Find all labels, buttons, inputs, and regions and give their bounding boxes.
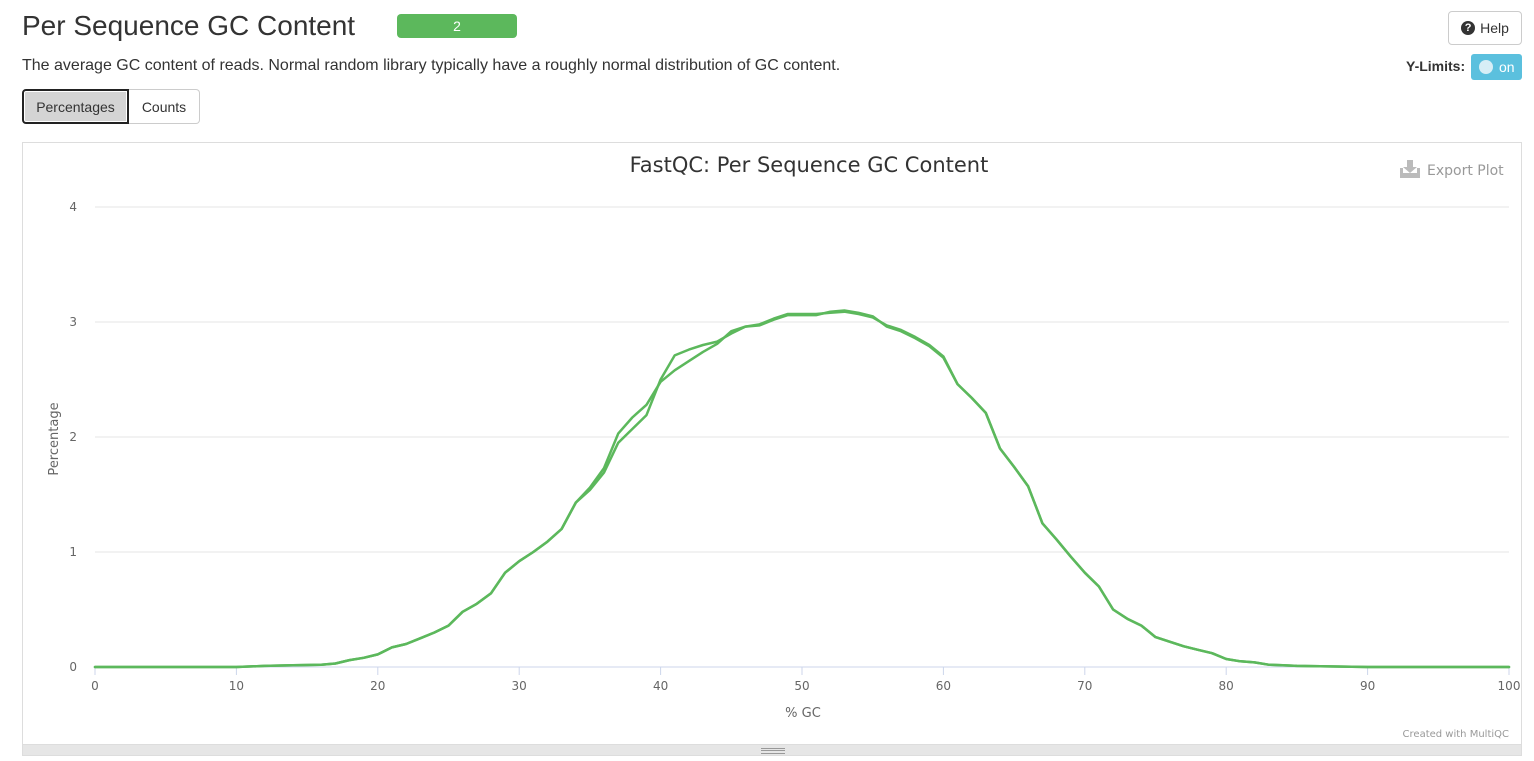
ylimits-state: on [1499,59,1515,75]
x-tick-label: 50 [794,679,809,693]
multiqc-credit[interactable]: Created with MultiQC [1403,729,1509,740]
x-tick-label: 70 [1077,679,1092,693]
x-tick-label: 60 [936,679,951,693]
y-tick-label: 1 [69,545,77,559]
gc-content-chart: FastQC: Per Sequence GC Content Export P… [47,153,1520,740]
toggle-knob-icon [1479,60,1493,74]
status-badge[interactable]: 2 [397,14,517,38]
page-title: Per Sequence GC Content [22,10,356,41]
plot-container: FastQC: Per Sequence GC Content Export P… [22,142,1522,756]
x-tick-label: 10 [229,679,244,693]
series-lines [93,309,1511,669]
grip-icon [761,748,785,754]
ylimits-label: Y-Limits: [1406,58,1466,74]
x-tick-label: 90 [1360,679,1375,693]
tab-counts[interactable]: Counts [129,89,200,124]
section-description: The average GC content of reads. Normal … [22,57,841,74]
y-axis-label: Percentage [47,402,62,475]
export-plot-label: Export Plot [1427,163,1504,179]
chart-title: FastQC: Per Sequence GC Content [630,153,989,177]
y-tick-label: 2 [69,430,77,444]
data-toggle-group: Percentages Counts [22,89,200,124]
x-axis-ticks: 0 10 20 30 40 50 60 70 80 90 100 [91,667,1520,693]
y-axis-ticks: 0 1 2 3 4 [69,200,77,674]
help-button[interactable]: ? Help [1448,11,1522,45]
question-circle-icon: ? [1461,21,1476,35]
y-tick-label: 0 [69,660,77,674]
x-tick-label: 30 [512,679,527,693]
help-label: Help [1480,20,1509,36]
series-line-2 [93,309,1511,669]
plot-resize-handle[interactable] [22,744,1522,756]
x-tick-label: 0 [91,679,99,693]
x-tick-label: 20 [370,679,385,693]
export-plot-button[interactable]: Export Plot [1400,160,1504,179]
y-tick-label: 4 [69,200,77,214]
x-tick-label: 40 [653,679,668,693]
download-icon [1400,160,1420,178]
ylimits-toggle[interactable]: on [1471,54,1522,80]
x-tick-label: 80 [1219,679,1234,693]
x-axis-label: % GC [785,706,821,721]
series-line-1 [93,310,1511,669]
tab-percentages[interactable]: Percentages [22,89,129,124]
x-tick-label: 100 [1498,679,1521,693]
y-tick-label: 3 [69,315,77,329]
grid-lines [95,206,1509,668]
